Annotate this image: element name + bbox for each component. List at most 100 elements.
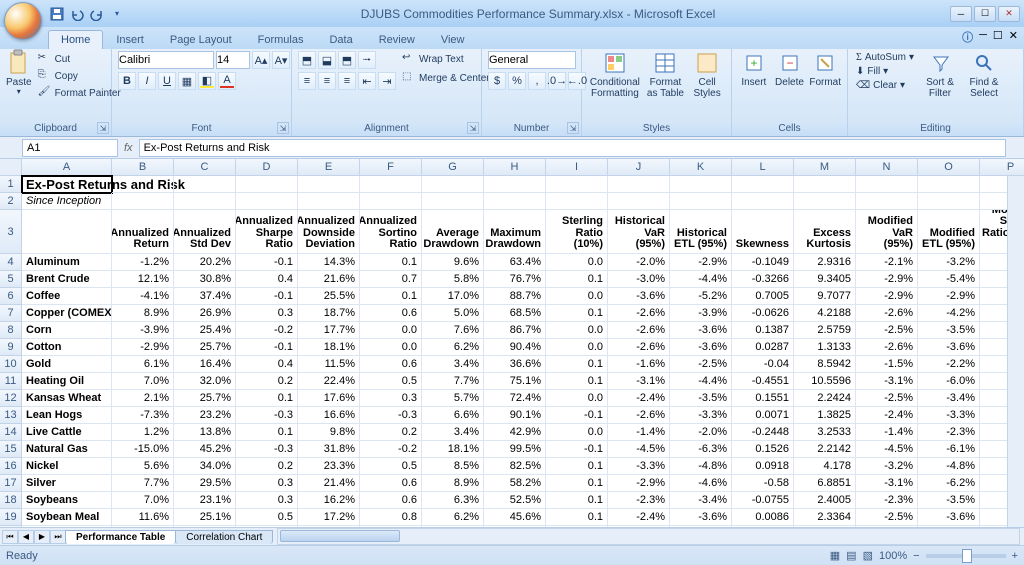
cell[interactable] [608,176,670,193]
data-cell[interactable]: -3.5% [918,492,980,509]
name-box[interactable] [22,139,118,157]
data-cell[interactable]: 10.5596 [794,373,856,390]
cell[interactable] [360,176,422,193]
ribbon-minimize-icon[interactable]: ─ [979,29,987,45]
data-cell[interactable]: Heating Oil [22,373,112,390]
row-header[interactable]: 12 [0,390,22,407]
column-header-cell[interactable]: Excess Kurtosis [794,210,856,254]
data-cell[interactable]: -4.5% [856,441,918,458]
data-cell[interactable]: -2.3% [856,492,918,509]
data-cell[interactable]: 0.3 [236,305,298,322]
data-cell[interactable]: -0.0626 [732,305,794,322]
tab-data[interactable]: Data [316,30,365,49]
data-cell[interactable]: 8.5% [422,458,484,475]
paste-button[interactable]: Paste▾ [6,51,32,97]
data-cell[interactable]: -2.5% [856,322,918,339]
data-cell[interactable]: -2.4% [608,509,670,526]
data-cell[interactable]: 25.7% [174,339,236,356]
data-cell[interactable]: -0.4551 [732,373,794,390]
data-cell[interactable]: 6.6% [422,407,484,424]
data-cell[interactable]: 68.5% [484,305,546,322]
cell[interactable] [794,176,856,193]
data-cell[interactable]: 0.6 [360,305,422,322]
data-cell[interactable]: -0.2448 [732,424,794,441]
data-cell[interactable]: -3.6% [670,322,732,339]
column-header-cell[interactable]: Maximum Drawdown [484,210,546,254]
data-cell[interactable]: -2.9% [918,526,980,527]
data-cell[interactable]: -2.9% [856,271,918,288]
column-header-cell[interactable]: Annualized Sortino Ratio [360,210,422,254]
data-cell[interactable]: 23.3% [298,458,360,475]
cell[interactable] [670,176,732,193]
data-cell[interactable]: 6.8851 [794,475,856,492]
redo-icon[interactable] [88,5,106,23]
data-cell[interactable]: 99.5% [484,441,546,458]
data-cell[interactable]: 2.2424 [794,390,856,407]
cell[interactable] [174,176,236,193]
formula-input[interactable] [139,139,1006,157]
cell[interactable] [732,193,794,210]
cell[interactable] [918,193,980,210]
row-header[interactable]: 15 [0,441,22,458]
row-header[interactable]: 17 [0,475,22,492]
data-cell[interactable]: -1.4% [856,424,918,441]
data-cell[interactable]: -6.3% [670,441,732,458]
data-cell[interactable]: -3.9% [112,322,174,339]
font-size-combo[interactable] [216,51,250,69]
data-cell[interactable]: Live Cattle [22,424,112,441]
row-header[interactable]: 10 [0,356,22,373]
data-cell[interactable]: -2.1% [856,254,918,271]
column-header-cell[interactable]: Annualized Std Dev [174,210,236,254]
row-header[interactable]: 13 [0,407,22,424]
align-bottom-button[interactable]: ⬒ [338,51,356,69]
data-cell[interactable]: 11.6% [112,509,174,526]
delete-cells-button[interactable]: −Delete [774,51,806,88]
row-header[interactable]: 18 [0,492,22,509]
data-cell[interactable]: 72.4% [484,390,546,407]
data-cell[interactable]: -3.2% [918,254,980,271]
fill-button[interactable]: ⬇ Fill ▾ [854,65,916,78]
data-cell[interactable]: 2.1245 [794,526,856,527]
data-cell[interactable]: 14.3% [298,254,360,271]
data-cell[interactable]: 3.4% [422,424,484,441]
data-cell[interactable]: 42.9% [484,424,546,441]
zoom-slider[interactable] [926,554,1006,558]
cell[interactable] [236,176,298,193]
data-cell[interactable]: -4.8% [918,458,980,475]
data-cell[interactable]: Gold [22,356,112,373]
data-cell[interactable]: 86.7% [484,322,546,339]
data-cell[interactable]: 0.0918 [732,458,794,475]
cell[interactable] [856,176,918,193]
data-cell[interactable]: -3.1% [856,373,918,390]
data-cell[interactable]: -0.2 [360,441,422,458]
data-cell[interactable]: 5.7% [422,390,484,407]
cell[interactable] [422,176,484,193]
data-cell[interactable]: 0.1 [546,458,608,475]
data-cell[interactable]: 8.5942 [794,356,856,373]
data-cell[interactable]: 17.6% [298,390,360,407]
underline-button[interactable]: U [158,72,176,90]
row-header[interactable]: 3 [0,210,22,254]
row-header[interactable]: 19 [0,509,22,526]
data-cell[interactable]: 58.2% [484,475,546,492]
data-cell[interactable]: -2.5% [856,509,918,526]
data-cell[interactable]: 0.1 [236,526,298,527]
row-header[interactable]: 1 [0,176,22,193]
data-cell[interactable]: 0.0 [360,339,422,356]
data-cell[interactable]: 7.7% [112,475,174,492]
data-cell[interactable]: -2.6% [608,339,670,356]
data-cell[interactable]: -4.8% [670,458,732,475]
data-cell[interactable]: 90.1% [484,407,546,424]
zoom-level[interactable]: 100% [879,550,907,562]
data-cell[interactable]: 23.1% [174,526,236,527]
row-header[interactable]: 6 [0,288,22,305]
data-cell[interactable]: -2.5% [670,356,732,373]
data-cell[interactable]: Soybean Oil [22,526,112,527]
data-cell[interactable]: -2.0% [608,254,670,271]
data-cell[interactable]: -2.9% [670,254,732,271]
tab-home[interactable]: Home [48,30,103,49]
data-cell[interactable]: 7.0% [112,373,174,390]
data-cell[interactable]: 0.0 [546,288,608,305]
data-cell[interactable]: -1.2% [112,254,174,271]
data-cell[interactable]: -3.0% [608,271,670,288]
